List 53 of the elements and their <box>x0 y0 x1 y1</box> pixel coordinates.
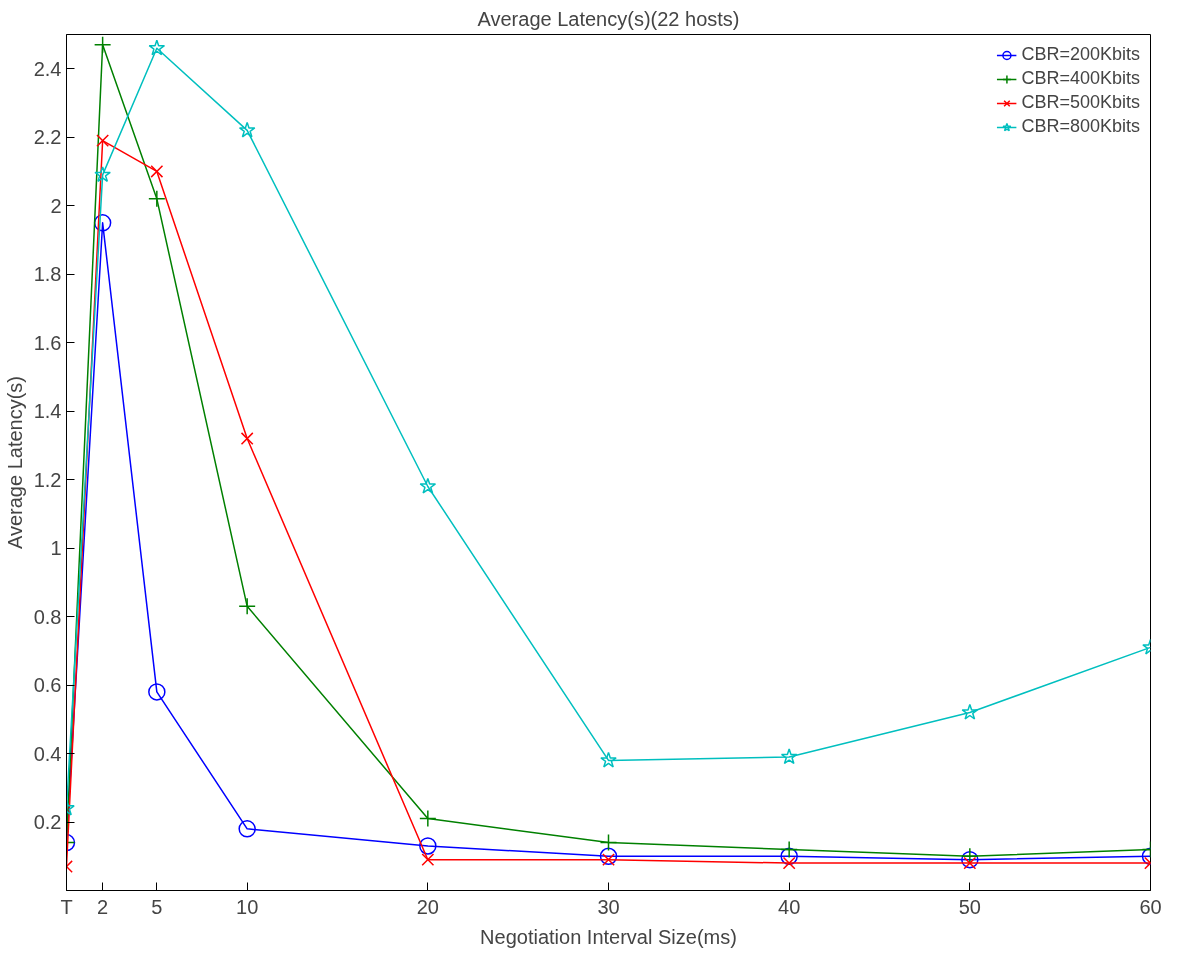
point <box>780 748 798 765</box>
legend-label: CBR=500Kbits <box>1021 92 1140 113</box>
point <box>148 39 166 56</box>
x-tick-label: 5 <box>151 895 163 918</box>
point <box>238 121 256 138</box>
legend-label: CBR=800Kbits <box>1021 116 1140 137</box>
x-tick-label: 40 <box>778 895 801 918</box>
legend-label: CBR=400Kbits <box>1021 68 1140 89</box>
x-tick-label: 60 <box>1139 895 1162 918</box>
y-tick-label: 2.4 <box>33 57 62 80</box>
x-tick-label: 10 <box>236 895 259 918</box>
point <box>238 597 256 616</box>
point <box>782 856 796 870</box>
point <box>148 683 166 701</box>
point <box>93 214 112 232</box>
y-tick-label: 1 <box>50 537 62 560</box>
y-tick-label: 0.2 <box>33 811 62 834</box>
point <box>94 166 111 183</box>
x-tick-label: 50 <box>958 895 981 918</box>
y-tick-label: 1.8 <box>33 263 62 286</box>
x-tick-label: T <box>60 895 73 918</box>
point <box>961 703 979 720</box>
y-tick-label: 0.4 <box>33 742 62 765</box>
point <box>148 190 166 208</box>
point <box>150 165 164 178</box>
point <box>419 837 437 855</box>
y-tick-label: 1.2 <box>33 468 62 491</box>
point <box>419 477 437 494</box>
x-tick-label: 2 <box>97 895 109 918</box>
point <box>780 847 798 865</box>
point <box>96 134 110 148</box>
point <box>419 809 437 828</box>
x-axis-title: Negotiation Interval Size(ms) <box>480 925 737 948</box>
y-tick-label: 0.8 <box>33 605 62 628</box>
y-tick-label: 2.2 <box>33 126 62 149</box>
point <box>93 36 112 54</box>
point <box>421 853 435 867</box>
legend-label: CBR=200Kbits <box>1021 44 1140 65</box>
y-axis-title: Average Latency(s) <box>3 375 26 550</box>
y-tick-label: 2 <box>50 194 62 217</box>
point <box>240 432 254 445</box>
point <box>599 847 618 865</box>
point <box>599 833 618 852</box>
y-tick-label: 1.6 <box>33 331 62 354</box>
y-tick-label: 1.4 <box>33 400 62 423</box>
x-tick-label: 30 <box>597 895 620 918</box>
chart-title: Average Latency(s)(22 hosts) <box>477 7 740 30</box>
point <box>238 820 256 838</box>
x-tick-label: 20 <box>416 895 439 918</box>
point <box>963 856 977 870</box>
point <box>780 840 798 859</box>
point <box>600 751 617 768</box>
y-tick-label: 0.6 <box>33 674 62 697</box>
